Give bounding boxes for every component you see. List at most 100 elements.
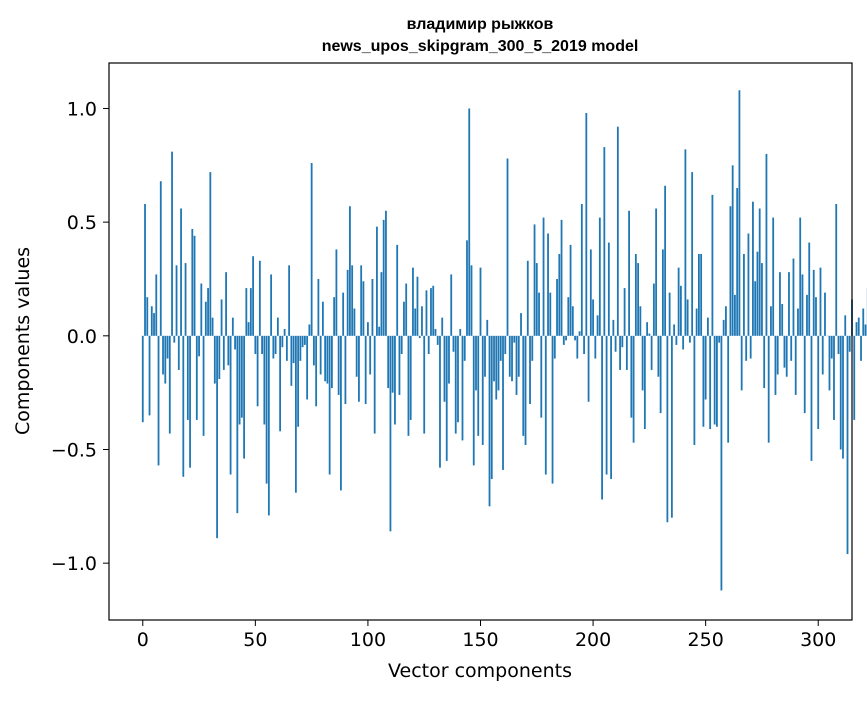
x-tick-label: 150 [462,629,498,651]
bar [574,336,576,341]
bar [617,127,619,336]
bar [759,209,761,336]
bar [363,281,365,336]
bar [468,108,470,335]
bar [493,336,495,381]
bar [572,306,574,336]
bar [248,322,250,336]
bar [498,336,500,391]
bar [432,286,434,336]
bar [268,336,270,516]
bar [178,336,180,370]
bar [682,336,684,350]
bar [245,288,247,336]
bar [408,336,410,436]
bar [619,336,621,370]
bar [394,336,396,425]
bar [322,302,324,336]
bar [847,336,849,554]
bar [693,336,695,445]
bar [599,218,601,336]
bar [788,272,790,336]
x-tick-label: 100 [350,629,386,651]
bar [653,284,655,336]
bar [538,293,540,336]
bar [444,336,446,402]
bar [540,336,542,418]
bar [547,234,549,336]
bar [158,336,160,466]
bar [741,336,743,391]
bar [421,306,423,336]
bar [430,288,432,336]
bar [164,336,166,384]
bar [511,336,513,381]
bar [176,265,178,335]
bar [507,158,509,335]
bar [205,302,207,336]
bar [680,286,682,336]
bar [570,245,572,336]
y-tick-label: 0.0 [67,326,97,348]
bar [257,336,259,406]
bar [167,336,169,359]
bar [302,336,304,347]
bar [320,336,322,375]
bar [772,218,774,336]
bar [480,268,482,336]
bar [263,336,265,425]
bar [637,263,639,336]
bar [635,254,637,336]
bar [639,306,641,336]
x-tick-label: 300 [800,629,836,651]
bar [784,336,786,368]
bar [601,336,603,500]
bar [590,249,592,335]
bar [313,336,315,366]
bar [299,336,301,361]
bar [646,322,648,336]
bar [209,172,211,336]
bar [347,270,349,336]
x-tick-label: 50 [243,629,267,651]
bar [707,318,709,336]
bar [714,336,716,425]
bar [144,204,146,336]
bar [331,336,333,388]
bar [612,320,614,336]
bar [338,336,340,395]
bar [579,331,581,336]
bar [761,263,763,336]
y-tick-label: 0.5 [67,212,97,234]
bar [709,336,711,429]
bar [360,265,362,335]
bar [266,336,268,484]
bar [464,336,466,361]
bar [169,336,171,434]
bar [592,299,594,335]
bar [630,336,632,418]
bar [153,313,155,336]
bar [552,336,554,484]
bar [808,243,810,336]
bar [207,288,209,336]
bar [700,254,702,336]
bar [543,218,545,336]
bar [459,329,461,336]
bar [718,336,720,343]
bar [666,336,668,522]
bar [223,336,225,370]
bar [621,336,623,347]
bar [286,336,288,361]
bar [844,315,846,335]
bar [838,336,840,354]
bar [824,293,826,336]
bar [750,336,752,359]
bar [748,234,750,336]
bar [308,324,310,335]
bar [597,315,599,335]
bar [662,249,664,335]
bar [372,279,374,336]
bar [563,336,565,345]
bar [588,336,590,402]
